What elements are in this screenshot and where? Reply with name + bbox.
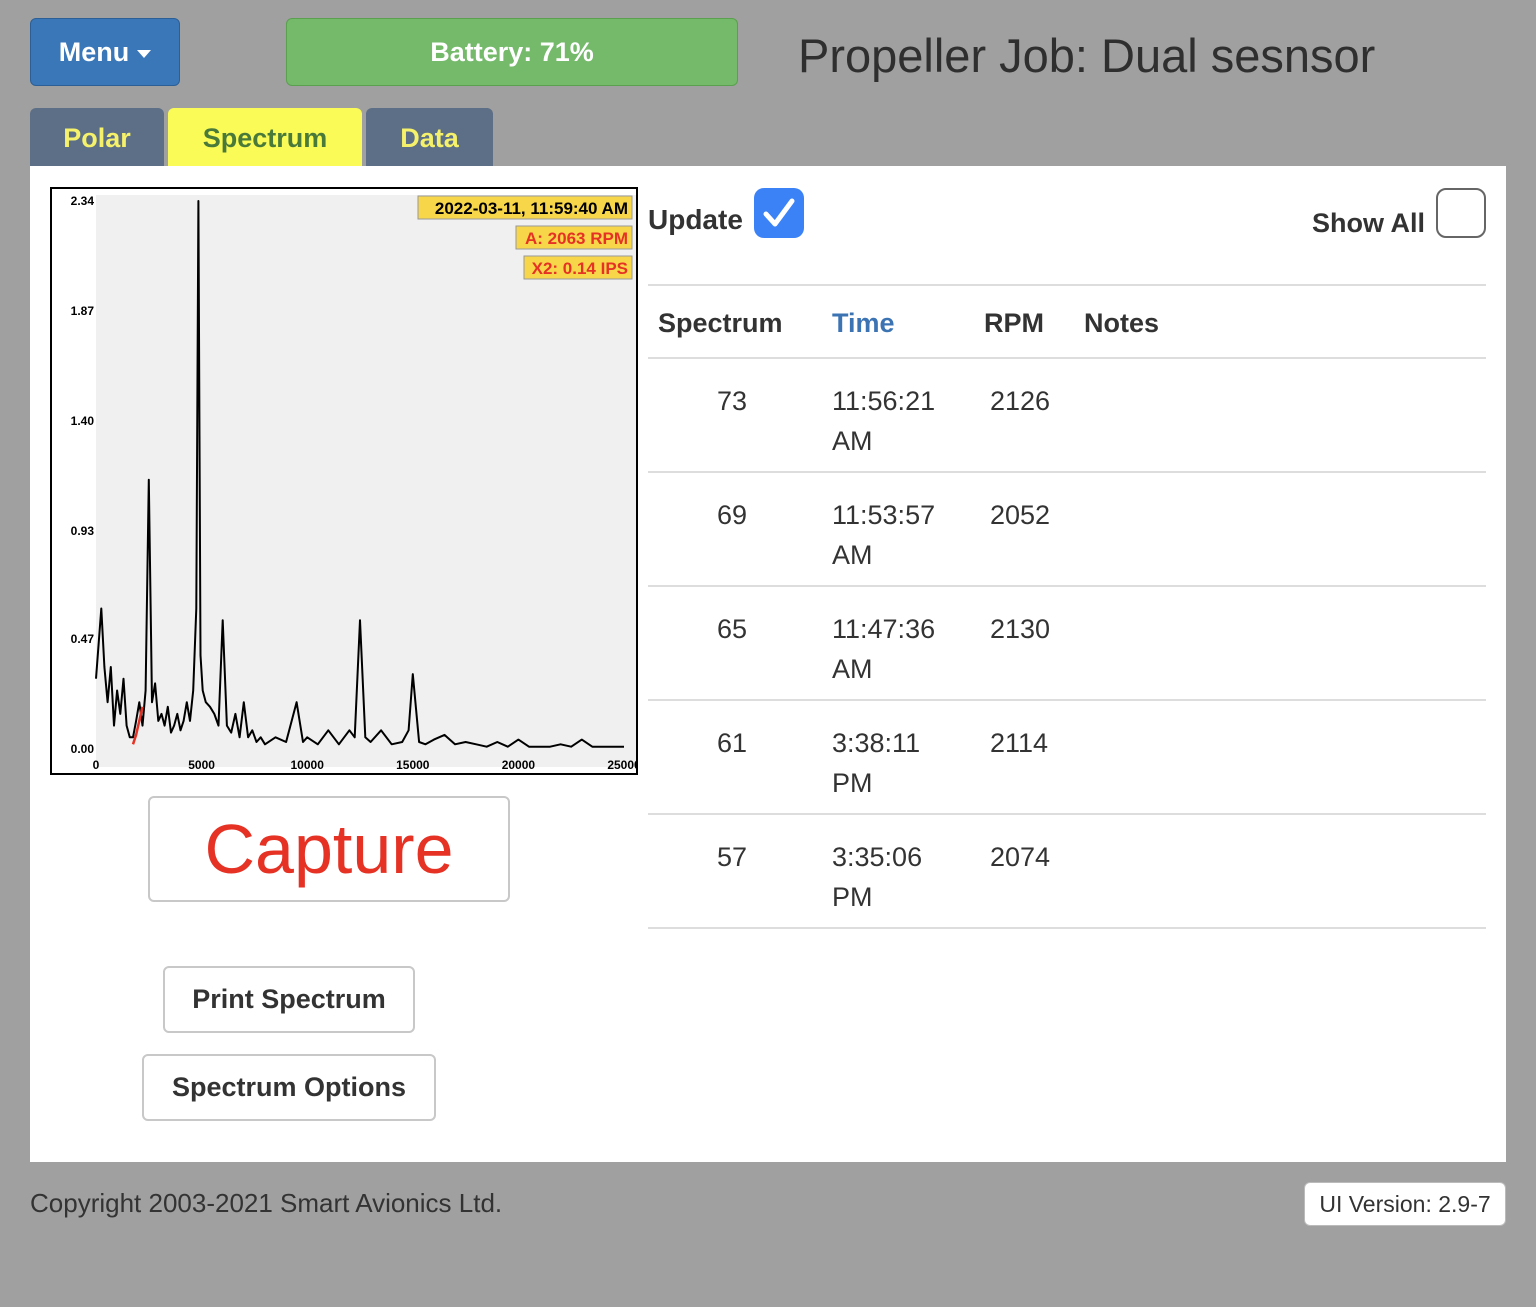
table-row[interactable]: 65 11:47:36 AM 2130 (648, 587, 1486, 701)
row-time-line1: 3:35:06 (832, 842, 923, 872)
table-row[interactable]: 61 3:38:11 PM 2114 (648, 701, 1486, 815)
battery-indicator: Battery: 71% (286, 18, 738, 86)
row-time: 11:53:57 AM (832, 495, 972, 575)
row-rpm: 2074 (990, 842, 1051, 872)
timestamp-badge (417, 195, 633, 220)
table-row[interactable]: 69 11:53:57 AM 2052 (648, 473, 1486, 587)
row-spectrum: 65 (716, 614, 748, 644)
tab-data[interactable]: Data (366, 108, 493, 168)
table-row[interactable]: 73 11:56:21 AM 2126 (648, 359, 1486, 473)
menu-button[interactable]: Menu (30, 18, 180, 86)
row-time-line1: 11:47:36 (832, 614, 936, 644)
row-rpm: 2052 (990, 500, 1051, 530)
header-time[interactable]: Time (832, 308, 895, 338)
series-group (95, 200, 624, 748)
plot-area (96, 195, 636, 767)
rpm-badge (515, 225, 633, 250)
x-tick-label: 20000 (502, 758, 536, 772)
row-time: 3:38:11 PM (832, 723, 972, 803)
x-tick-label: 5000 (188, 758, 215, 772)
battery-label: Battery: 71% (430, 36, 594, 67)
header-rpm[interactable]: RPM (984, 308, 1044, 338)
row-spectrum: 57 (716, 842, 748, 872)
tab-polar-label: Polar (63, 122, 131, 153)
spectrum-options-label: Spectrum Options (171, 1072, 407, 1102)
menu-label: Menu (58, 36, 130, 67)
y-tick-label: 2.34 (71, 194, 95, 208)
y-tick-label: 1.87 (71, 304, 95, 318)
x-tick-label: 15000 (396, 758, 430, 772)
show-all-checkbox[interactable] (1436, 188, 1486, 238)
show-all-label: Show All (1312, 208, 1425, 238)
ui-version-badge: UI Version: 2.9-7 (1304, 1182, 1506, 1226)
capture-label: Capture (204, 810, 454, 888)
update-label: Update (648, 204, 743, 235)
x-tick-label: 25000 (607, 758, 636, 772)
row-time-line2: PM (832, 768, 873, 798)
y-tick-label: 0.00 (71, 742, 95, 756)
main-panel: 0.00 0.47 0.93 1.40 1.87 2.34 0 5000 10000 15000… (30, 166, 1506, 1162)
spectrum-options-button[interactable]: Spectrum Options (142, 1054, 436, 1121)
row-time-line2: AM (832, 654, 873, 684)
tab-spectrum[interactable]: Spectrum (168, 108, 362, 168)
ips-label: X2: 0.14 IPS (532, 259, 628, 278)
row-time-line2: AM (832, 426, 873, 456)
print-spectrum-label: Print Spectrum (192, 984, 386, 1014)
chevron-down-icon (137, 49, 152, 58)
spectrum-line (95, 200, 624, 748)
tab-data-label: Data (400, 122, 459, 153)
spectrum-table: Spectrum Time RPM Notes 73 11:56:21 AM 21… (648, 284, 1486, 929)
highlight-line (131, 706, 144, 745)
table-row[interactable]: 57 3:35:06 PM 2074 (648, 815, 1486, 929)
row-spectrum: 73 (716, 386, 748, 416)
capture-button[interactable]: Capture (148, 796, 510, 902)
spectrum-chart-svg: 0.00 0.47 0.93 1.40 1.87 2.34 0 5000 10000 15000… (52, 189, 636, 773)
x-tick-label: 0 (93, 758, 100, 772)
row-time-line1: 3:38:11 (832, 728, 921, 758)
timestamp-label: 2022-03-11, 11:59:40 AM (435, 199, 628, 218)
row-rpm: 2126 (990, 386, 1051, 416)
header-spectrum[interactable]: Spectrum (658, 308, 783, 338)
header-notes[interactable]: Notes (1084, 308, 1160, 338)
row-spectrum: 69 (716, 500, 748, 530)
ips-badge (523, 255, 633, 280)
row-rpm: 2114 (990, 728, 1049, 758)
row-time: 3:35:06 PM (832, 837, 972, 917)
row-time: 11:47:36 AM (832, 609, 972, 689)
tab-spectrum-label: Spectrum (202, 122, 328, 153)
x-axis-ticks: 0 5000 10000 15000 20000 25000 (93, 758, 636, 772)
row-time-line2: AM (832, 540, 873, 570)
ui-version-label: UI Version: 2.9-7 (1319, 1190, 1491, 1217)
tab-polar[interactable]: Polar (30, 108, 164, 168)
row-time-line1: 11:56:21 (832, 386, 936, 416)
page-title: Propeller Job: Dual sesnsor (798, 29, 1376, 82)
row-rpm: 2130 (990, 614, 1051, 644)
table-header: Spectrum Time RPM Notes (648, 284, 1486, 359)
spectrum-chart: 0.00 0.47 0.93 1.40 1.87 2.34 0 5000 10000 15000… (50, 187, 638, 775)
row-time: 11:56:21 AM (832, 381, 972, 461)
copyright-text: Copyright 2003-2021 Smart Avionics Ltd. (30, 1188, 503, 1218)
checkmark-icon (763, 198, 795, 227)
y-axis-ticks: 0.00 0.47 0.93 1.40 1.87 2.34 (71, 194, 95, 756)
row-time-line2: PM (832, 882, 873, 912)
update-checkbox[interactable] (754, 188, 804, 238)
print-spectrum-button[interactable]: Print Spectrum (163, 966, 415, 1033)
y-tick-label: 1.40 (71, 414, 95, 428)
x-tick-label: 10000 (291, 758, 325, 772)
rpm-label: A: 2063 RPM (525, 229, 628, 248)
row-spectrum: 61 (716, 728, 748, 758)
row-time-line1: 11:53:57 (832, 500, 936, 530)
y-tick-label: 0.47 (71, 632, 95, 646)
y-tick-label: 0.93 (71, 524, 95, 538)
